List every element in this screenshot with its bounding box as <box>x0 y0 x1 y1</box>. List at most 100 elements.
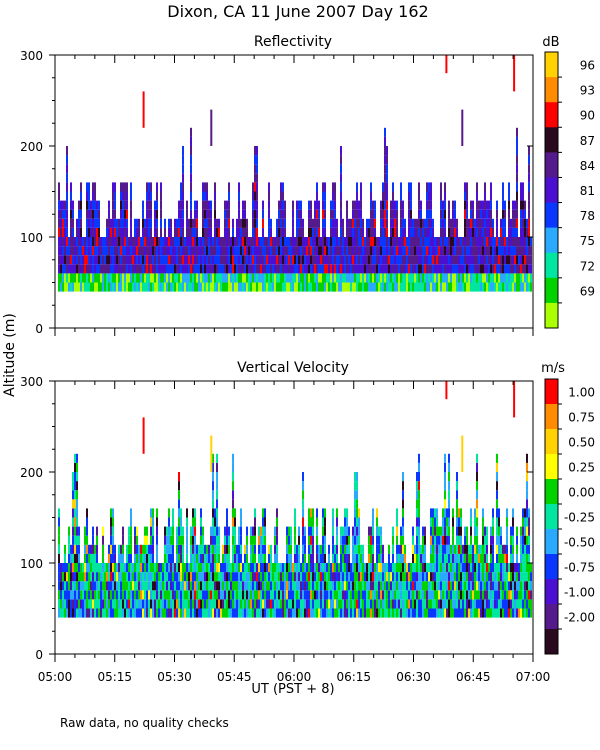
heat-cell <box>124 255 126 265</box>
heat-cell <box>256 173 258 183</box>
heat-cell <box>246 264 248 274</box>
heat-cell <box>290 237 292 247</box>
heat-cell <box>424 581 426 591</box>
heat-cell <box>516 264 518 274</box>
heat-cell <box>190 164 192 174</box>
heat-cell <box>204 200 206 210</box>
heat-cell <box>280 273 282 283</box>
heat-cell <box>524 218 526 228</box>
heat-cell <box>302 599 304 609</box>
heat-cell <box>80 191 82 201</box>
heat-cell <box>482 246 484 256</box>
heat-cell <box>338 563 340 573</box>
heat-cell <box>280 608 282 618</box>
heat-cell <box>234 535 236 545</box>
heat-cell <box>464 191 466 201</box>
heat-cell <box>62 200 64 210</box>
heat-cell <box>118 563 120 573</box>
heat-cell <box>236 599 238 609</box>
heat-cell <box>494 563 496 573</box>
heat-cell <box>86 227 88 237</box>
heat-cell <box>58 553 60 563</box>
heat-cell <box>234 273 236 283</box>
heat-cell <box>216 590 218 600</box>
heat-cell <box>296 282 298 292</box>
heat-cell <box>294 526 296 536</box>
heat-cell <box>528 517 530 527</box>
heat-cell <box>462 572 464 582</box>
heat-cell <box>448 273 450 283</box>
heat-cell <box>100 599 102 609</box>
heat-cell <box>86 517 88 527</box>
heat-cell <box>202 209 204 219</box>
heat-cell <box>196 227 198 237</box>
heat-cell <box>516 246 518 256</box>
heat-cell <box>78 563 80 573</box>
heat-cell <box>344 508 346 518</box>
heat-cell <box>192 572 194 582</box>
heat-cell <box>280 246 282 256</box>
heat-cell <box>164 246 166 256</box>
heat-cell <box>270 581 272 591</box>
heat-cell <box>194 273 196 283</box>
heat-cell <box>138 246 140 256</box>
heat-cell <box>468 218 470 228</box>
heat-cell <box>176 572 178 582</box>
heat-cell <box>326 590 328 600</box>
heat-cell <box>244 209 246 219</box>
heat-cell <box>520 599 522 609</box>
heat-cell <box>434 590 436 600</box>
heat-cell <box>170 246 172 256</box>
heat-cell <box>102 246 104 256</box>
heat-cell <box>388 255 390 265</box>
heat-cell <box>312 246 314 256</box>
colorbar-tick-label: -0.50 <box>564 536 595 550</box>
heat-cell <box>182 218 184 228</box>
heat-cell <box>334 599 336 609</box>
heat-cell <box>372 544 374 554</box>
heat-cell <box>370 553 372 563</box>
heat-cell <box>528 182 530 192</box>
heat-cell <box>516 273 518 283</box>
heat-cell <box>248 282 250 292</box>
heat-cell <box>354 282 356 292</box>
heat-cell <box>336 237 338 247</box>
heat-cell <box>136 581 138 591</box>
heat-cell <box>66 264 68 274</box>
heat-cell <box>504 599 506 609</box>
heat-cell <box>178 264 180 274</box>
heat-cell <box>446 508 448 518</box>
heat-cell <box>212 590 214 600</box>
heat-cell <box>202 200 204 210</box>
heat-cell <box>474 237 476 247</box>
heat-cell <box>88 599 90 609</box>
heat-cell <box>392 218 394 228</box>
heat-cell <box>408 563 410 573</box>
heat-cell <box>122 572 124 582</box>
heat-cell <box>150 608 152 618</box>
heat-cell <box>442 282 444 292</box>
heat-cell <box>332 535 334 545</box>
heat-cell <box>496 535 498 545</box>
heat-cell <box>130 581 132 591</box>
heat-cell <box>224 282 226 292</box>
heat-cell <box>324 246 326 256</box>
heat-cell <box>128 608 130 618</box>
heat-cell <box>332 590 334 600</box>
colorbar-tick-label: -2.00 <box>564 611 595 625</box>
heat-cell <box>248 599 250 609</box>
heat-cell <box>212 264 214 274</box>
heat-cell <box>130 608 132 618</box>
heat-cell <box>304 264 306 274</box>
heat-cell <box>278 200 280 210</box>
heat-cell <box>78 255 80 265</box>
heat-cell <box>268 590 270 600</box>
colorbar-swatch <box>545 629 558 655</box>
heat-cell <box>486 218 488 228</box>
heat-cell <box>288 255 290 265</box>
heat-cell <box>498 544 500 554</box>
heat-cell <box>238 218 240 228</box>
heat-cell <box>286 608 288 618</box>
heat-cell <box>396 590 398 600</box>
heat-cell <box>68 273 70 283</box>
